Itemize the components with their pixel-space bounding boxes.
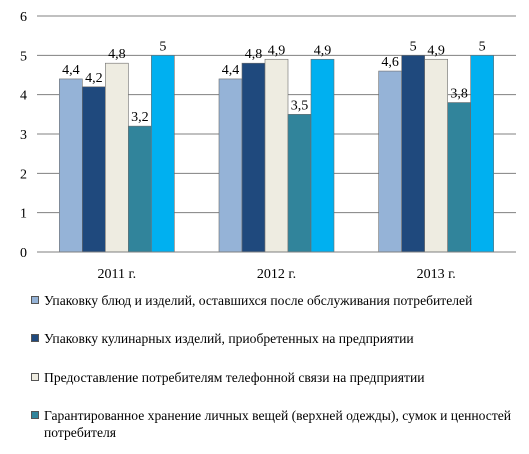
bar (218, 78, 243, 253)
bar-value-label: 5 (159, 39, 166, 54)
bar (378, 70, 402, 253)
y-tick-label: 4 (20, 89, 27, 104)
legend-swatch (31, 373, 39, 381)
bar-value-label: 4,9 (314, 43, 332, 58)
y-tick-label: 5 (20, 49, 27, 64)
bars (59, 55, 494, 253)
bar (151, 55, 175, 253)
bar-value-label: 4,2 (85, 71, 103, 86)
legend-label: Упаковку кулинарных изделий, приобретенн… (44, 331, 414, 346)
legend-label: Упаковку блюд и изделий, оставшихся посл… (44, 293, 473, 308)
bar (105, 62, 129, 253)
bar (470, 55, 494, 253)
bar (310, 58, 335, 253)
bar-value-label: 4,4 (222, 63, 240, 78)
y-tick-label: 1 (20, 207, 27, 222)
bar (447, 102, 471, 253)
legend-swatch (31, 334, 39, 342)
legend-swatch (31, 411, 39, 419)
bar-value-label: 5 (479, 39, 486, 54)
bar (264, 58, 289, 253)
bar (128, 125, 152, 253)
data-labels: 4,4 4,2 4,8 3,2 5 4,4 4,8 4,9 3,5 4,9 4,6 5 4,9 3,8 5 (62, 39, 486, 125)
bar (424, 58, 448, 253)
bar-value-label: 4,8 (108, 47, 126, 62)
legend-label: Гарантированное хранение личных вещей (в… (44, 408, 512, 440)
bar (59, 78, 83, 253)
legend-swatch (31, 296, 39, 304)
bar (287, 114, 312, 253)
y-tick-label: 3 (20, 128, 27, 143)
bar-value-label: 4,6 (381, 55, 399, 70)
bar-value-label: 4,4 (62, 63, 80, 78)
x-tick-label: 2013 г. (417, 267, 456, 282)
x-axis-tick-labels: 2011 г. 2012 г. 2013 г. (98, 267, 456, 282)
legend-item: Гарантированное хранение личных вещей (в… (31, 407, 523, 441)
y-tick-label: 2 (20, 167, 27, 182)
legend-item: Упаковку блюд и изделий, оставшихся посл… (31, 292, 523, 309)
bar-value-label: 3,2 (131, 110, 149, 125)
y-tick-label: 6 (20, 10, 27, 25)
bar-value-label: 4,8 (245, 47, 263, 62)
bar-value-label: 5 (410, 39, 417, 54)
legend-item: Предоставление потребителям телефонной с… (31, 369, 523, 386)
bar-chart: 0 1 2 3 4 5 6 4,4 4,2 4,8 3,2 5 4,4 4,8 4,9 3,5 4,9 4,6 5… (20, 10, 516, 282)
bar-value-label: 3,5 (291, 98, 309, 113)
bar-value-label: 4,9 (427, 43, 445, 58)
bar (241, 62, 266, 253)
legend-label: Предоставление потребителям телефонной с… (44, 370, 425, 385)
y-axis-tick-labels: 0 1 2 3 4 5 6 (20, 10, 27, 261)
bar (401, 55, 425, 253)
y-tick-label: 0 (20, 246, 27, 261)
legend-item: Упаковку кулинарных изделий, приобретенн… (31, 330, 523, 347)
bar-value-label: 4,9 (268, 43, 286, 58)
x-tick-label: 2011 г. (98, 267, 137, 282)
bar (82, 86, 106, 253)
x-tick-label: 2012 г. (257, 267, 296, 282)
bar-value-label: 3,8 (450, 87, 468, 102)
